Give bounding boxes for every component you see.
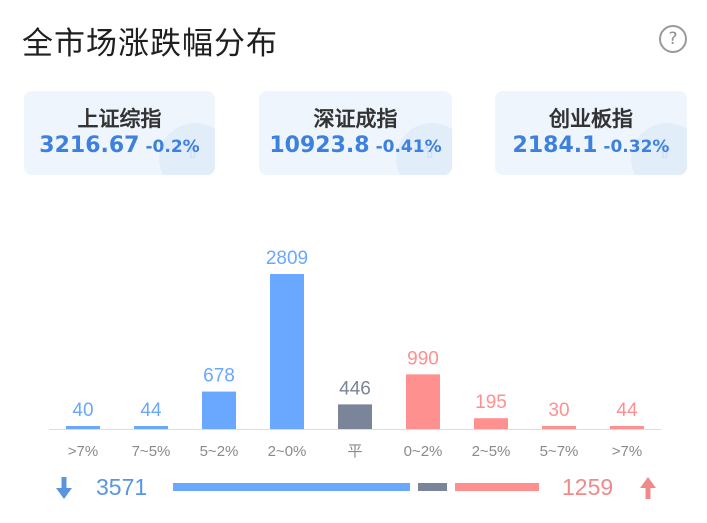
bar-value-label: 195 — [475, 392, 507, 413]
bar-4 — [338, 404, 372, 429]
index-change: -0.41% — [375, 137, 442, 157]
index-name: 上证综指 — [77, 107, 162, 131]
index-value: 3216.67 — [39, 133, 140, 158]
bar-8 — [610, 426, 644, 429]
x-tick-label: 5~7% — [540, 443, 579, 460]
x-tick-label: 2~5% — [472, 443, 511, 460]
bar-value-label: 990 — [407, 348, 439, 369]
index-card-cyb[interactable]: ⇧ 创业板指 2184.1 -0.32% — [495, 91, 687, 175]
bar-value-label: 2809 — [266, 248, 308, 269]
bar-3 — [270, 274, 304, 429]
index-name: 深证成指 — [313, 107, 398, 131]
index-card-sz[interactable]: ⇧ 深证成指 10923.8 -0.41% — [259, 91, 452, 175]
up-ratio-bar — [455, 483, 539, 491]
bar-value-label: 40 — [72, 400, 93, 421]
chart-up-icon: ⇧ — [421, 139, 438, 163]
bar-value-label: 44 — [140, 400, 162, 421]
index-change: -0.2% — [145, 137, 200, 157]
x-tick-label: 7~5% — [132, 443, 171, 460]
up-count: 1259 — [562, 474, 614, 500]
bar-value-label: 678 — [203, 366, 235, 387]
bar-6 — [474, 418, 508, 429]
summary-row: 3571 1259 — [0, 470, 707, 506]
down-ratio-bar — [173, 483, 410, 491]
index-value: 10923.8 — [269, 133, 370, 158]
chart-up-icon: ⇧ — [184, 139, 201, 163]
bar-value-label: 30 — [548, 400, 569, 421]
down-count: 3571 — [96, 474, 148, 500]
arrow-up-icon — [640, 477, 656, 499]
x-tick-label: >7% — [68, 443, 98, 460]
index-card-sh[interactable]: ⇧ 上证综指 3216.67 -0.2% — [24, 91, 215, 175]
index-value: 2184.1 — [512, 133, 598, 158]
flat-ratio-bar — [417, 483, 448, 491]
index-change: -0.32% — [603, 137, 670, 157]
chart-up-icon: ⇧ — [656, 139, 673, 163]
bar-0 — [66, 426, 100, 429]
x-tick-label: 0~2% — [404, 443, 443, 460]
bar-7 — [542, 426, 576, 429]
distribution-chart: 40 >7% 44 7~5% 678 5~2% 2809 2~0% 446 平 990 0~2% 195… — [49, 248, 661, 460]
bar-2 — [202, 391, 236, 429]
bar-value-label: 44 — [616, 400, 638, 421]
page-title: 全市场涨跌幅分布 — [22, 26, 278, 62]
x-tick-label: 平 — [347, 443, 362, 460]
bar-value-label: 446 — [339, 378, 371, 399]
arrow-down-icon — [56, 477, 72, 499]
bar-5 — [406, 374, 440, 429]
x-tick-label: >7% — [612, 443, 642, 460]
x-tick-label: 5~2% — [200, 443, 239, 460]
bar-1 — [134, 426, 168, 429]
x-tick-label: 2~0% — [268, 443, 307, 460]
help-icon[interactable]: ? — [659, 25, 687, 53]
index-name: 创业板指 — [549, 107, 633, 131]
